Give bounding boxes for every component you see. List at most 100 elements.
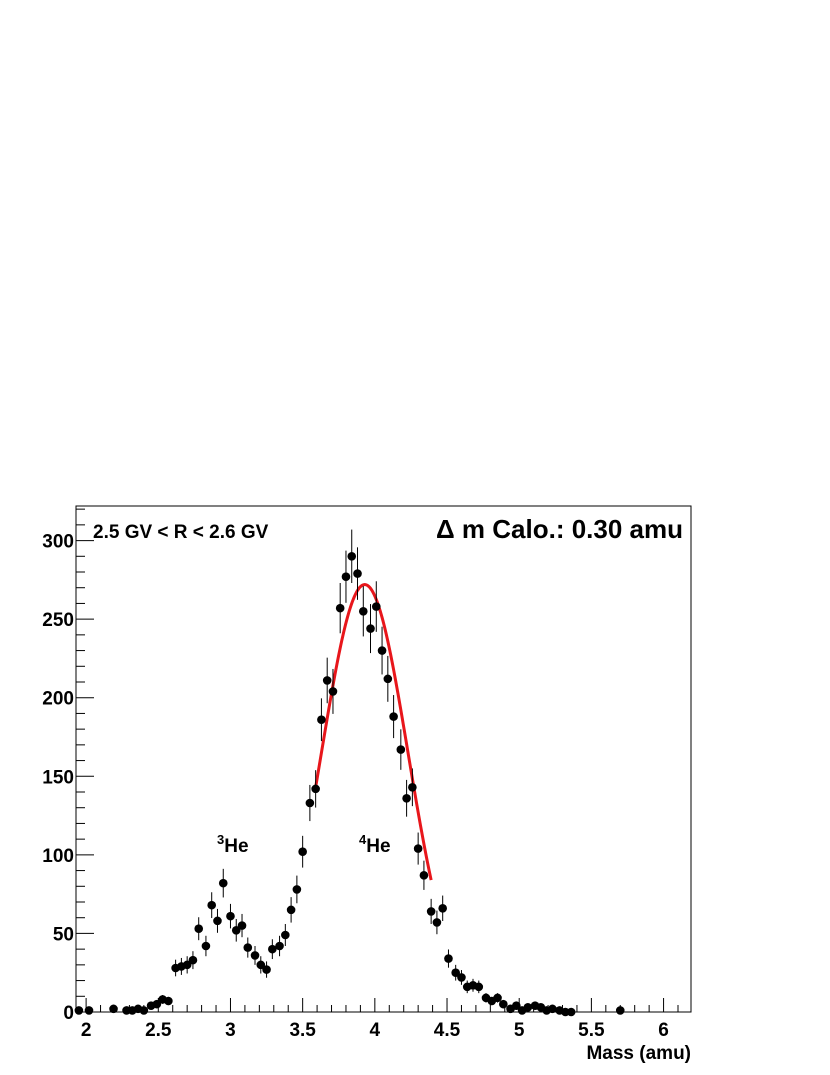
- x-tick-label: 5.5: [578, 1020, 605, 1041]
- data-point: [164, 996, 173, 1006]
- data-marker: [237, 921, 247, 930]
- x-tick-label: 3: [225, 1020, 236, 1041]
- data-marker: [438, 903, 447, 913]
- data-marker: [444, 954, 453, 963]
- he4-peak-label: 4He: [359, 832, 391, 857]
- data-marker: [292, 885, 302, 894]
- data-point: [139, 1006, 149, 1015]
- data-marker: [413, 844, 423, 853]
- data-point: [493, 993, 502, 1003]
- data-point: [226, 903, 235, 929]
- data-marker: [548, 1004, 557, 1014]
- x-tick-label: 2: [81, 1020, 92, 1041]
- data-point: [413, 832, 423, 865]
- data-point: [194, 917, 204, 941]
- data-marker: [358, 606, 368, 616]
- annotations: 2.5 GV < R < 2.6 GV Δ m Calo.: 0.30 amu …: [93, 514, 683, 857]
- data-marker: [474, 982, 484, 992]
- data-marker: [457, 973, 466, 982]
- he4-element: He: [366, 836, 390, 857]
- y-tick-label: 150: [42, 767, 74, 788]
- y-tick-label: 200: [42, 689, 74, 710]
- data-point: [358, 586, 368, 637]
- data-marker: [84, 1006, 94, 1015]
- data-point: [84, 1006, 94, 1015]
- data-marker: [305, 798, 315, 808]
- data-point: [328, 668, 338, 714]
- data-point: [419, 860, 429, 890]
- data-point: [317, 698, 326, 742]
- data-point: [231, 918, 241, 942]
- data-marker: [262, 965, 271, 974]
- data-marker: [268, 944, 277, 954]
- data-point: [566, 1007, 576, 1017]
- data-marker: [194, 924, 204, 934]
- data-point: [250, 946, 260, 965]
- data-marker: [281, 930, 290, 940]
- data-point: [275, 935, 284, 957]
- data-marker: [377, 646, 387, 655]
- data-point: [408, 768, 417, 807]
- data-marker: [328, 687, 338, 696]
- data-point: [474, 980, 484, 994]
- data-point: [201, 935, 211, 957]
- data-point: [292, 875, 302, 904]
- data-point: [152, 999, 162, 1009]
- data-point: [499, 999, 508, 1009]
- data-marker: [139, 1006, 149, 1015]
- data-marker: [426, 907, 436, 916]
- data-point: [457, 970, 466, 985]
- plot-frame: [75, 505, 692, 1013]
- y-tick-label: 100: [42, 846, 74, 867]
- data-point: [548, 1004, 557, 1014]
- data-point: [432, 910, 442, 935]
- data-point: [74, 1006, 84, 1015]
- data-marker: [419, 870, 429, 880]
- rigidity-range-label: 2.5 GV < R < 2.6 GV: [93, 522, 269, 543]
- data-point: [305, 784, 315, 822]
- data-point: [218, 868, 228, 898]
- data-point: [451, 964, 460, 981]
- data-marker: [218, 878, 228, 888]
- data-marker: [353, 569, 362, 578]
- data-point: [243, 937, 253, 958]
- resolution-label: Δ m Calo.: 0.30 amu: [436, 514, 683, 544]
- data-marker: [286, 905, 296, 915]
- data-point: [396, 729, 406, 770]
- data-marker: [451, 968, 460, 978]
- data-point: [286, 897, 296, 923]
- y-tick-label: 50: [53, 924, 74, 945]
- data-point: [262, 961, 271, 978]
- data-marker: [402, 793, 411, 803]
- y-tick-label: 300: [42, 532, 74, 553]
- data-marker: [231, 925, 241, 935]
- x-tick-label: 4: [370, 1020, 381, 1041]
- data-marker: [341, 572, 351, 582]
- data-point: [237, 913, 247, 938]
- data-marker: [74, 1006, 84, 1015]
- data-marker: [311, 784, 320, 794]
- data-point: [389, 695, 398, 739]
- data-point: [366, 604, 375, 654]
- x-tick-label: 2.5: [145, 1020, 172, 1041]
- data-marker: [250, 951, 260, 960]
- data-marker: [389, 712, 398, 721]
- data-point: [207, 892, 217, 919]
- data-marker: [201, 941, 211, 951]
- data-marker: [347, 551, 357, 561]
- data-point: [188, 951, 198, 970]
- data-point: [512, 1001, 521, 1011]
- data-marker: [213, 916, 222, 926]
- data-point: [444, 949, 453, 968]
- data-point: [377, 626, 387, 675]
- data-marker: [566, 1007, 576, 1017]
- data-point: [341, 550, 351, 603]
- data-point: [371, 581, 381, 632]
- he3-element: He: [224, 836, 248, 857]
- x-tick-label: 3.5: [289, 1020, 316, 1041]
- data-marker: [275, 941, 284, 951]
- x-tick-label: 5: [514, 1020, 525, 1041]
- data-marker: [256, 960, 266, 970]
- data-point: [383, 655, 393, 702]
- data-marker: [366, 624, 375, 633]
